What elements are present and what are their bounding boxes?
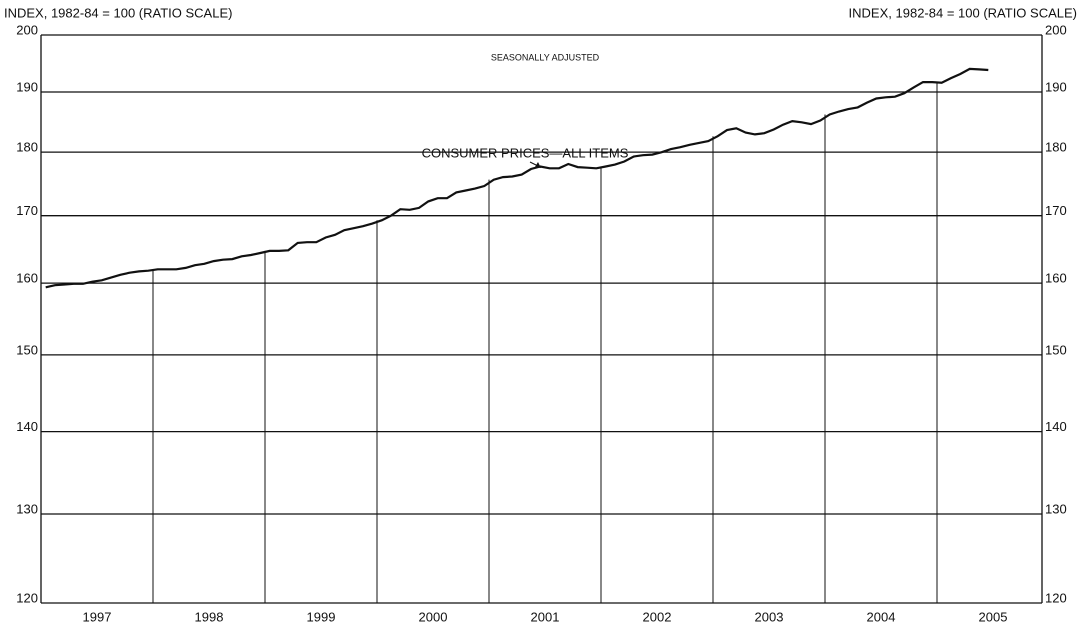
series-label: CONSUMER PRICES—ALL ITEMS: [422, 145, 629, 160]
y-tick-label-right: 190: [1045, 79, 1067, 94]
x-tick-label: 2003: [755, 609, 784, 624]
y-tick-label-right: 120: [1045, 590, 1067, 605]
y-tick-label-left: 170: [16, 203, 38, 218]
x-tick-label: 1998: [195, 609, 224, 624]
y-tick-label-right: 200: [1045, 22, 1067, 37]
x-tick-label: 2005: [979, 609, 1008, 624]
y-tick-label-left: 190: [16, 79, 38, 94]
y-tick-label-left: 140: [16, 419, 38, 434]
annotation: SEASONALLY ADJUSTED: [491, 52, 600, 62]
x-tick-label: 2000: [419, 609, 448, 624]
cpi-line: [45, 67, 989, 289]
y-tick-label-right: 130: [1045, 501, 1067, 516]
x-tick-label: 2001: [531, 609, 560, 624]
x-tick-label: 1997: [83, 609, 112, 624]
x-tick-label: 1999: [307, 609, 336, 624]
y-tick-label-right: 160: [1045, 271, 1067, 286]
y-tick-label-right: 170: [1045, 203, 1067, 218]
y-axis-label-left: INDEX, 1982-84 = 100 (RATIO SCALE): [4, 5, 232, 20]
y-tick-label-left: 150: [16, 342, 38, 357]
x-tick-label: 2002: [643, 609, 672, 624]
y-axis-label-right: INDEX, 1982-84 = 100 (RATIO SCALE): [849, 5, 1077, 20]
y-tick-label-right: 150: [1045, 342, 1067, 357]
y-tick-label-right: 180: [1045, 140, 1067, 155]
y-tick-label-left: 200: [16, 22, 38, 37]
x-tick-label: 2004: [867, 609, 896, 624]
y-tick-label-left: 130: [16, 501, 38, 516]
y-tick-label-left: 180: [16, 140, 38, 155]
y-tick-label-left: 120: [16, 590, 38, 605]
y-tick-label-right: 140: [1045, 419, 1067, 434]
y-tick-label-left: 160: [16, 271, 38, 286]
